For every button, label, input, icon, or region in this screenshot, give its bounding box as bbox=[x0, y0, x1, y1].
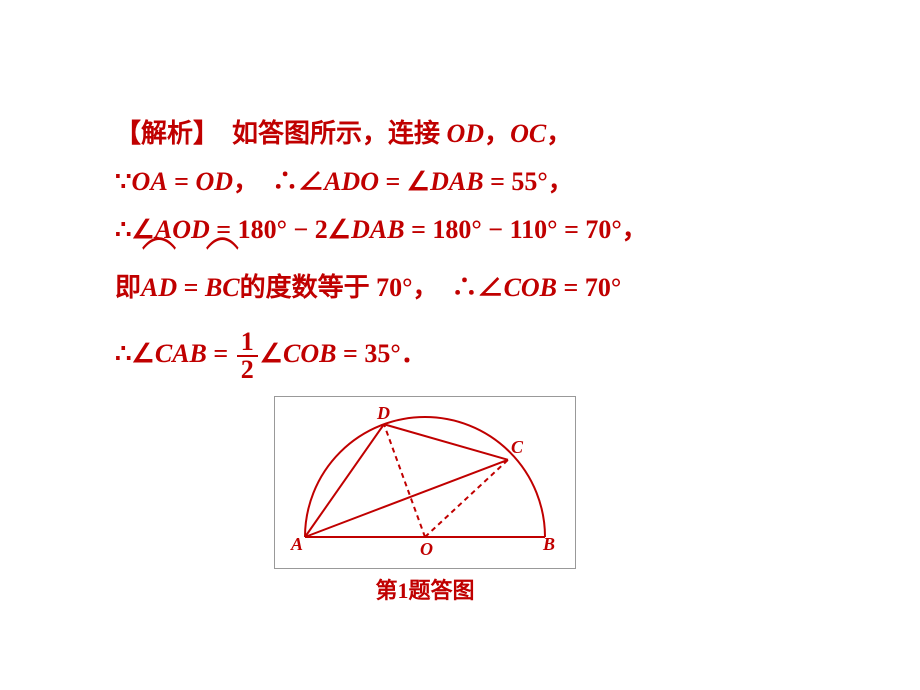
var-DAB: DAB bbox=[351, 215, 404, 244]
therefore: ∴∠ bbox=[115, 339, 155, 368]
denominator: 2 bbox=[237, 357, 258, 383]
line-2: ∵OA = OD， ∴∠ADO = ∠DAB = 55°， bbox=[115, 158, 815, 206]
figure-caption: 第1题答图 bbox=[265, 573, 585, 605]
svg-text:C: C bbox=[511, 437, 524, 457]
eq: = bbox=[177, 273, 205, 302]
var-OC: OC bbox=[510, 119, 546, 148]
text: 如答图所示，连接 bbox=[206, 119, 447, 148]
line-5: ∴∠CAB = 12∠COB = 35°． bbox=[115, 322, 815, 386]
diagram-box: A B O D C bbox=[274, 396, 576, 569]
arc-BC: BC bbox=[205, 254, 240, 322]
fraction-half: 12 bbox=[235, 329, 260, 383]
eq: = bbox=[207, 339, 235, 368]
var-OA: OA bbox=[132, 167, 168, 196]
analysis-label: 【解析】 bbox=[115, 119, 206, 148]
svg-text:D: D bbox=[376, 407, 390, 423]
eq: = ∠ bbox=[379, 167, 430, 196]
arc-AD: AD bbox=[141, 254, 177, 322]
sep: ， bbox=[484, 119, 510, 148]
diagram-container: A B O D C 第1题答图 bbox=[265, 396, 585, 605]
var-ADO: ADO bbox=[324, 167, 379, 196]
text: 即 bbox=[115, 273, 141, 302]
line-1: 【解析】 如答图所示，连接 OD，OC， bbox=[115, 110, 815, 158]
end: ， bbox=[546, 119, 572, 148]
text: 的度数等于 70°， ∴∠ bbox=[240, 273, 504, 302]
eq: = bbox=[168, 167, 196, 196]
angle: ∠ bbox=[260, 339, 283, 368]
var-OD: OD bbox=[196, 167, 234, 196]
val: = 55°， bbox=[484, 167, 574, 196]
numerator: 1 bbox=[237, 329, 258, 357]
var-AD: AD bbox=[141, 273, 177, 302]
solution-content: 【解析】 如答图所示，连接 OD，OC， ∵OA = OD， ∴∠ADO = ∠… bbox=[115, 110, 815, 605]
var-COB: COB bbox=[283, 339, 336, 368]
var-COB: COB bbox=[504, 273, 557, 302]
val: = 70° bbox=[557, 273, 621, 302]
val: = 180° − 110° = 70°， bbox=[405, 215, 648, 244]
text: ， ∴∠ bbox=[233, 167, 324, 196]
because: ∵ bbox=[115, 167, 132, 196]
var-DAB: DAB bbox=[430, 167, 483, 196]
svg-text:B: B bbox=[542, 534, 555, 554]
val: = 35°． bbox=[337, 339, 427, 368]
var-OD: OD bbox=[447, 119, 485, 148]
svg-text:A: A bbox=[290, 534, 303, 554]
var-CAB: CAB bbox=[155, 339, 207, 368]
arc-hat-icon bbox=[141, 234, 177, 250]
svg-text:O: O bbox=[420, 539, 433, 557]
arc-hat-icon bbox=[205, 234, 240, 250]
geometry-diagram: A B O D C bbox=[285, 407, 565, 557]
line-4: 即AD = BC的度数等于 70°， ∴∠COB = 70° bbox=[115, 254, 815, 322]
var-BC: BC bbox=[205, 273, 240, 302]
